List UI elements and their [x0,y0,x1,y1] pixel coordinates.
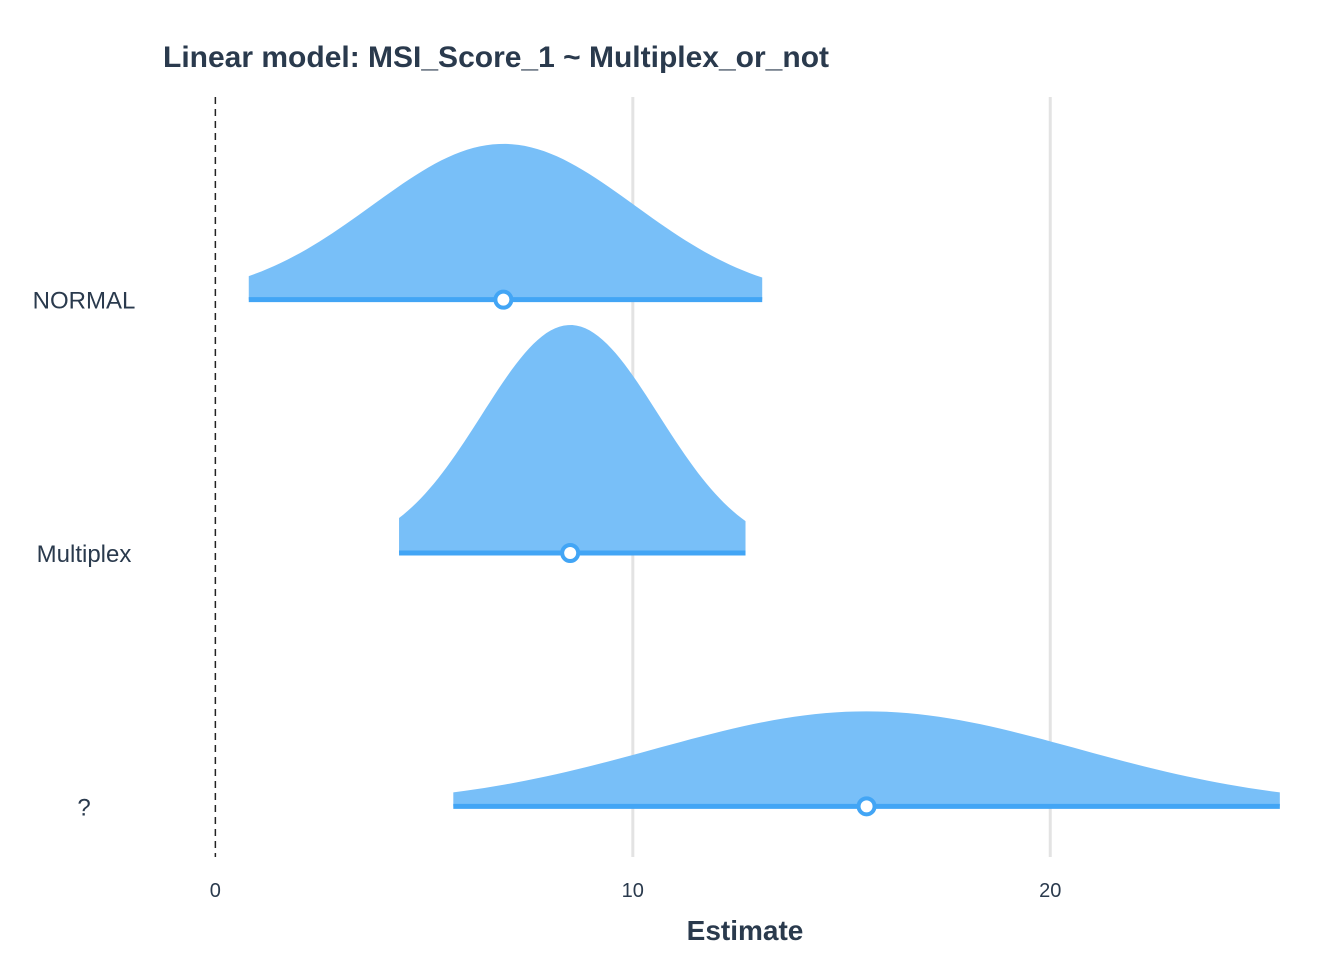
estimate-point-0 [493,289,514,310]
estimate-point-1 [560,543,581,563]
x-tick-label: 10 [622,880,644,902]
density-area-0 [248,143,763,300]
category-label: Multiplex [37,541,132,568]
estimate-point-2 [856,796,877,817]
x-tick-labels: 0 10 20 [210,880,1062,902]
category-label: NORMAL [33,288,136,315]
category-labels: NORMAL Multiplex? [33,288,136,822]
density-area-2 [453,711,1280,807]
category-label: ? [77,794,90,821]
chart-title: Linear model: MSI_Score_1 ~ Multiplex_or… [163,41,829,74]
density-area-1 [399,325,746,553]
x-tick-label: 20 [1039,880,1061,902]
x-tick-label: 0 [210,880,221,902]
x-axis-title: Estimate [687,915,804,946]
series-layer [248,143,1280,817]
